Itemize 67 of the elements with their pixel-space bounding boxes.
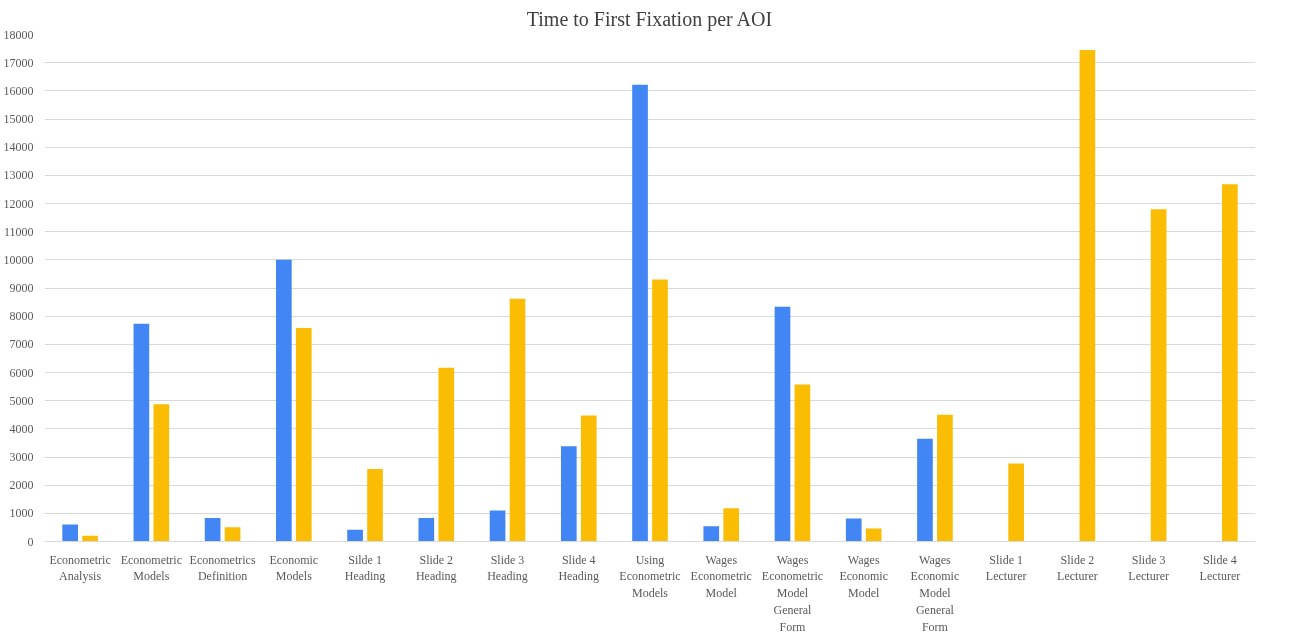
bar — [1008, 463, 1024, 542]
x-tick-label: Slide 1 Lecturer — [985, 552, 1027, 584]
y-tick-label: 18000 — [3, 27, 34, 42]
bar — [560, 446, 577, 542]
y-tick-label: 13000 — [3, 168, 34, 183]
x-tick-label: Slide 3 Heading — [487, 552, 528, 584]
bar — [652, 279, 668, 542]
bar — [703, 526, 720, 542]
x-tick-label: Economic Models — [269, 552, 319, 584]
bar — [1222, 184, 1238, 542]
y-tick-label: 8000 — [9, 309, 34, 324]
x-tick-label: Slide 2 Heading — [415, 552, 457, 584]
x-tick-label: Slide 4 Heading — [558, 552, 600, 584]
x-tick-label: Wages Economic Model — [839, 552, 889, 601]
bar — [438, 367, 455, 542]
bar — [632, 84, 648, 542]
bar — [845, 518, 862, 542]
y-tick-label: 11000 — [3, 224, 34, 239]
y-tick-label: 4000 — [9, 421, 34, 436]
bar — [295, 328, 312, 542]
bar — [153, 404, 170, 542]
bar — [82, 535, 98, 542]
y-tick-label: 9000 — [9, 281, 34, 295]
y-tick-label: 7000 — [9, 337, 34, 352]
y-tick-label: 1000 — [9, 506, 34, 521]
y-tick-label: 5000 — [9, 393, 34, 408]
y-tick-label: 12000 — [3, 196, 34, 211]
x-tick-label: Wages Econometric Model — [690, 552, 752, 601]
bar — [347, 529, 363, 542]
bar — [489, 510, 506, 542]
y-tick-label: 6000 — [9, 365, 34, 380]
bar — [1079, 49, 1096, 542]
bar — [774, 306, 791, 542]
bar — [133, 323, 150, 542]
chart-title: Time to First Fixation per AOI — [526, 7, 773, 31]
bar — [276, 259, 292, 542]
bar — [580, 415, 597, 542]
bar — [723, 508, 740, 542]
y-tick-label: 16000 — [3, 83, 34, 98]
bar — [937, 414, 953, 542]
x-tick-label: Econometrics Definition — [189, 552, 256, 584]
y-tick-label: 10000 — [3, 252, 34, 267]
y-tick-label: 14000 — [3, 140, 34, 155]
bar — [1150, 209, 1167, 542]
bar — [917, 438, 933, 542]
bar — [224, 527, 241, 542]
y-tick-label: 17000 — [3, 55, 34, 70]
x-tick-label: Wages Economic Model General Form — [910, 552, 960, 634]
bar — [367, 469, 383, 542]
y-tick-label: 3000 — [9, 450, 34, 464]
x-tick-label: Slide 2 Lecturer — [1057, 552, 1098, 584]
x-tick-label: Wages Econometric Model General Form — [761, 552, 824, 634]
bar — [794, 384, 811, 542]
x-tick-label: Using Econometric Models — [619, 552, 681, 601]
x-tick-label: Econometric Analysis — [49, 552, 111, 584]
bar — [865, 528, 882, 542]
bar — [418, 518, 435, 542]
y-tick-label: 2000 — [9, 478, 34, 493]
x-tick-label: Econometric Models — [120, 552, 183, 584]
y-tick-label: 0 — [27, 534, 34, 549]
bar — [509, 298, 526, 542]
bar — [62, 524, 78, 542]
y-tick-label: 15000 — [3, 112, 34, 126]
bar — [204, 518, 221, 542]
x-tick-label: Slide 4 Lecturer — [1199, 552, 1241, 584]
x-tick-label: Silde 1 Heading — [344, 552, 386, 584]
x-tick-label: Slide 3 Lecturer — [1128, 552, 1169, 584]
